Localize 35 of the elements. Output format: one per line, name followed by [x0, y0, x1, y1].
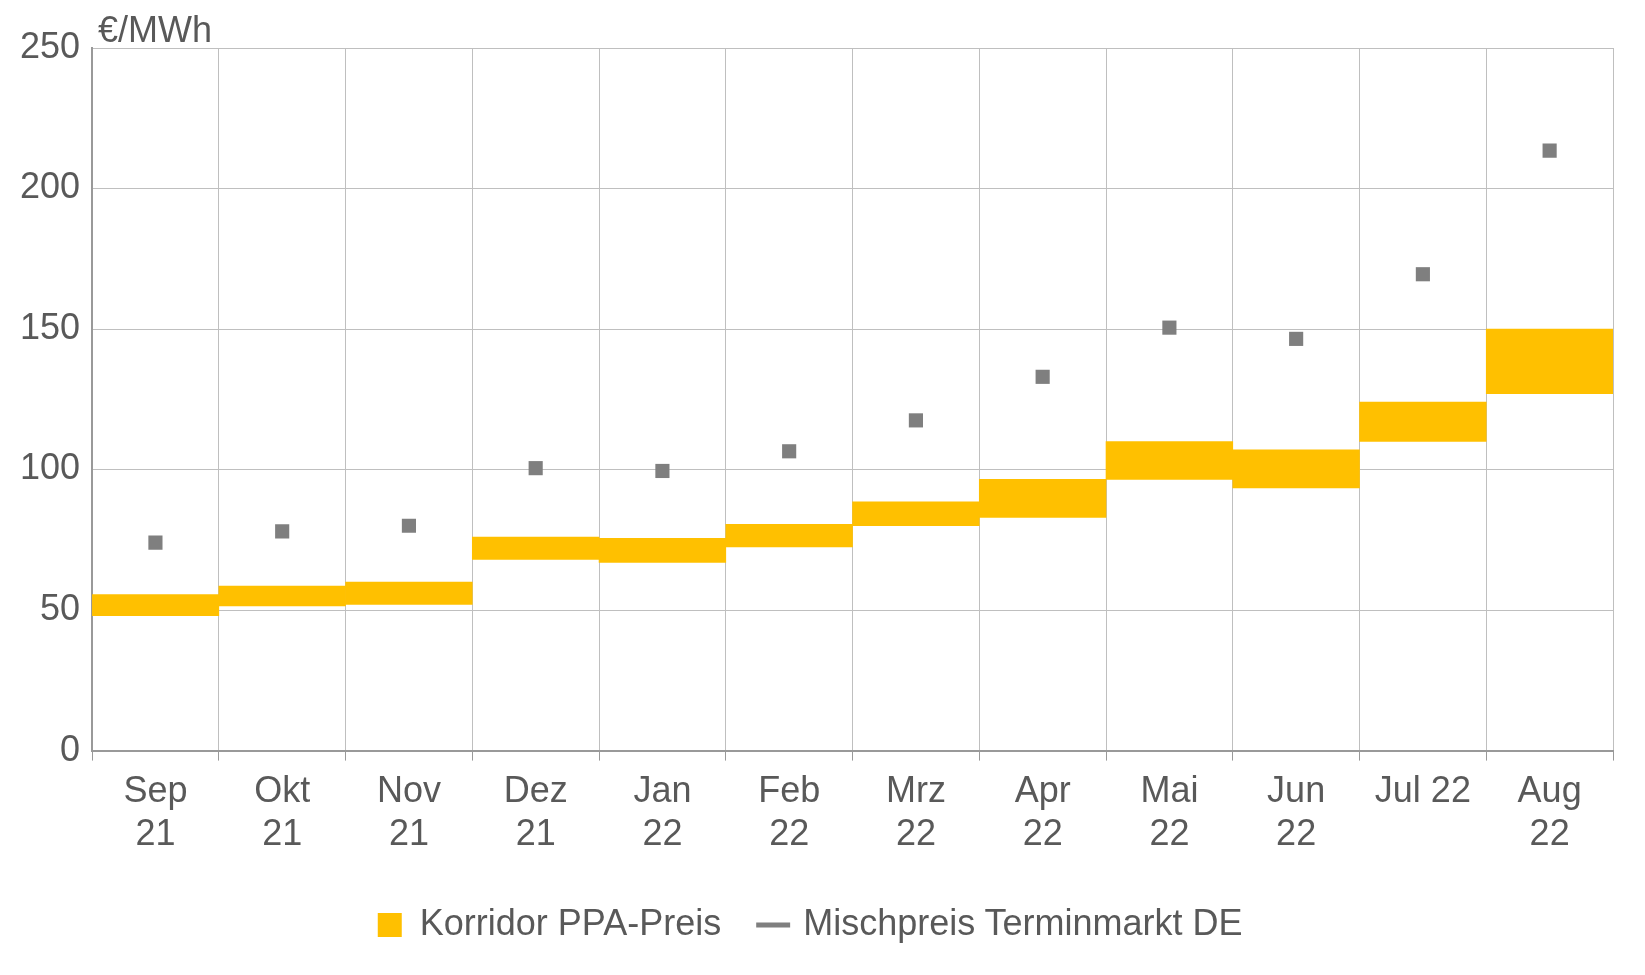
point — [1289, 331, 1304, 346]
y-tick-label: 50 — [40, 587, 81, 628]
point — [401, 518, 416, 533]
bar — [1359, 401, 1487, 442]
point — [275, 524, 290, 539]
y-tick-label: 150 — [19, 305, 81, 347]
bar — [1485, 328, 1613, 395]
point — [1542, 143, 1557, 158]
y-tick-label: 250 — [19, 24, 81, 66]
x-tick-label: Jun 22 — [1267, 769, 1326, 854]
point — [908, 413, 923, 428]
point — [1162, 320, 1177, 335]
x-tick-label: Okt 21 — [254, 769, 311, 854]
x-tick-label: Nov 21 — [376, 769, 441, 854]
point — [1035, 369, 1050, 384]
point — [1415, 267, 1430, 282]
x-tick-label: Jul 22 — [1374, 769, 1471, 811]
point — [528, 461, 543, 476]
x-tick-label: Sep 21 — [123, 769, 188, 854]
y-tick-label: 0 — [60, 727, 81, 769]
point — [655, 463, 670, 479]
y-tick-label: 200 — [19, 165, 81, 207]
legend-label: Mischpreis Terminmarkt DE — [803, 901, 1243, 943]
x-tick-label: Jan 22 — [633, 769, 692, 854]
point — [148, 535, 163, 550]
x-tick-label: Feb 22 — [758, 769, 821, 854]
y-tick-label: 100 — [19, 446, 81, 488]
legend-label: Korridor PPA-Preis — [419, 901, 722, 943]
x-tick-label: Mrz 22 — [885, 769, 946, 854]
x-tick-label: Aug 22 — [1517, 769, 1582, 854]
x-tick-label: Mai 22 — [1140, 769, 1199, 854]
x-tick-label: Apr 22 — [1014, 769, 1071, 854]
y-axis-title: €/MWh — [98, 8, 213, 50]
x-tick-label: Dez 21 — [503, 769, 568, 854]
point — [782, 444, 797, 459]
